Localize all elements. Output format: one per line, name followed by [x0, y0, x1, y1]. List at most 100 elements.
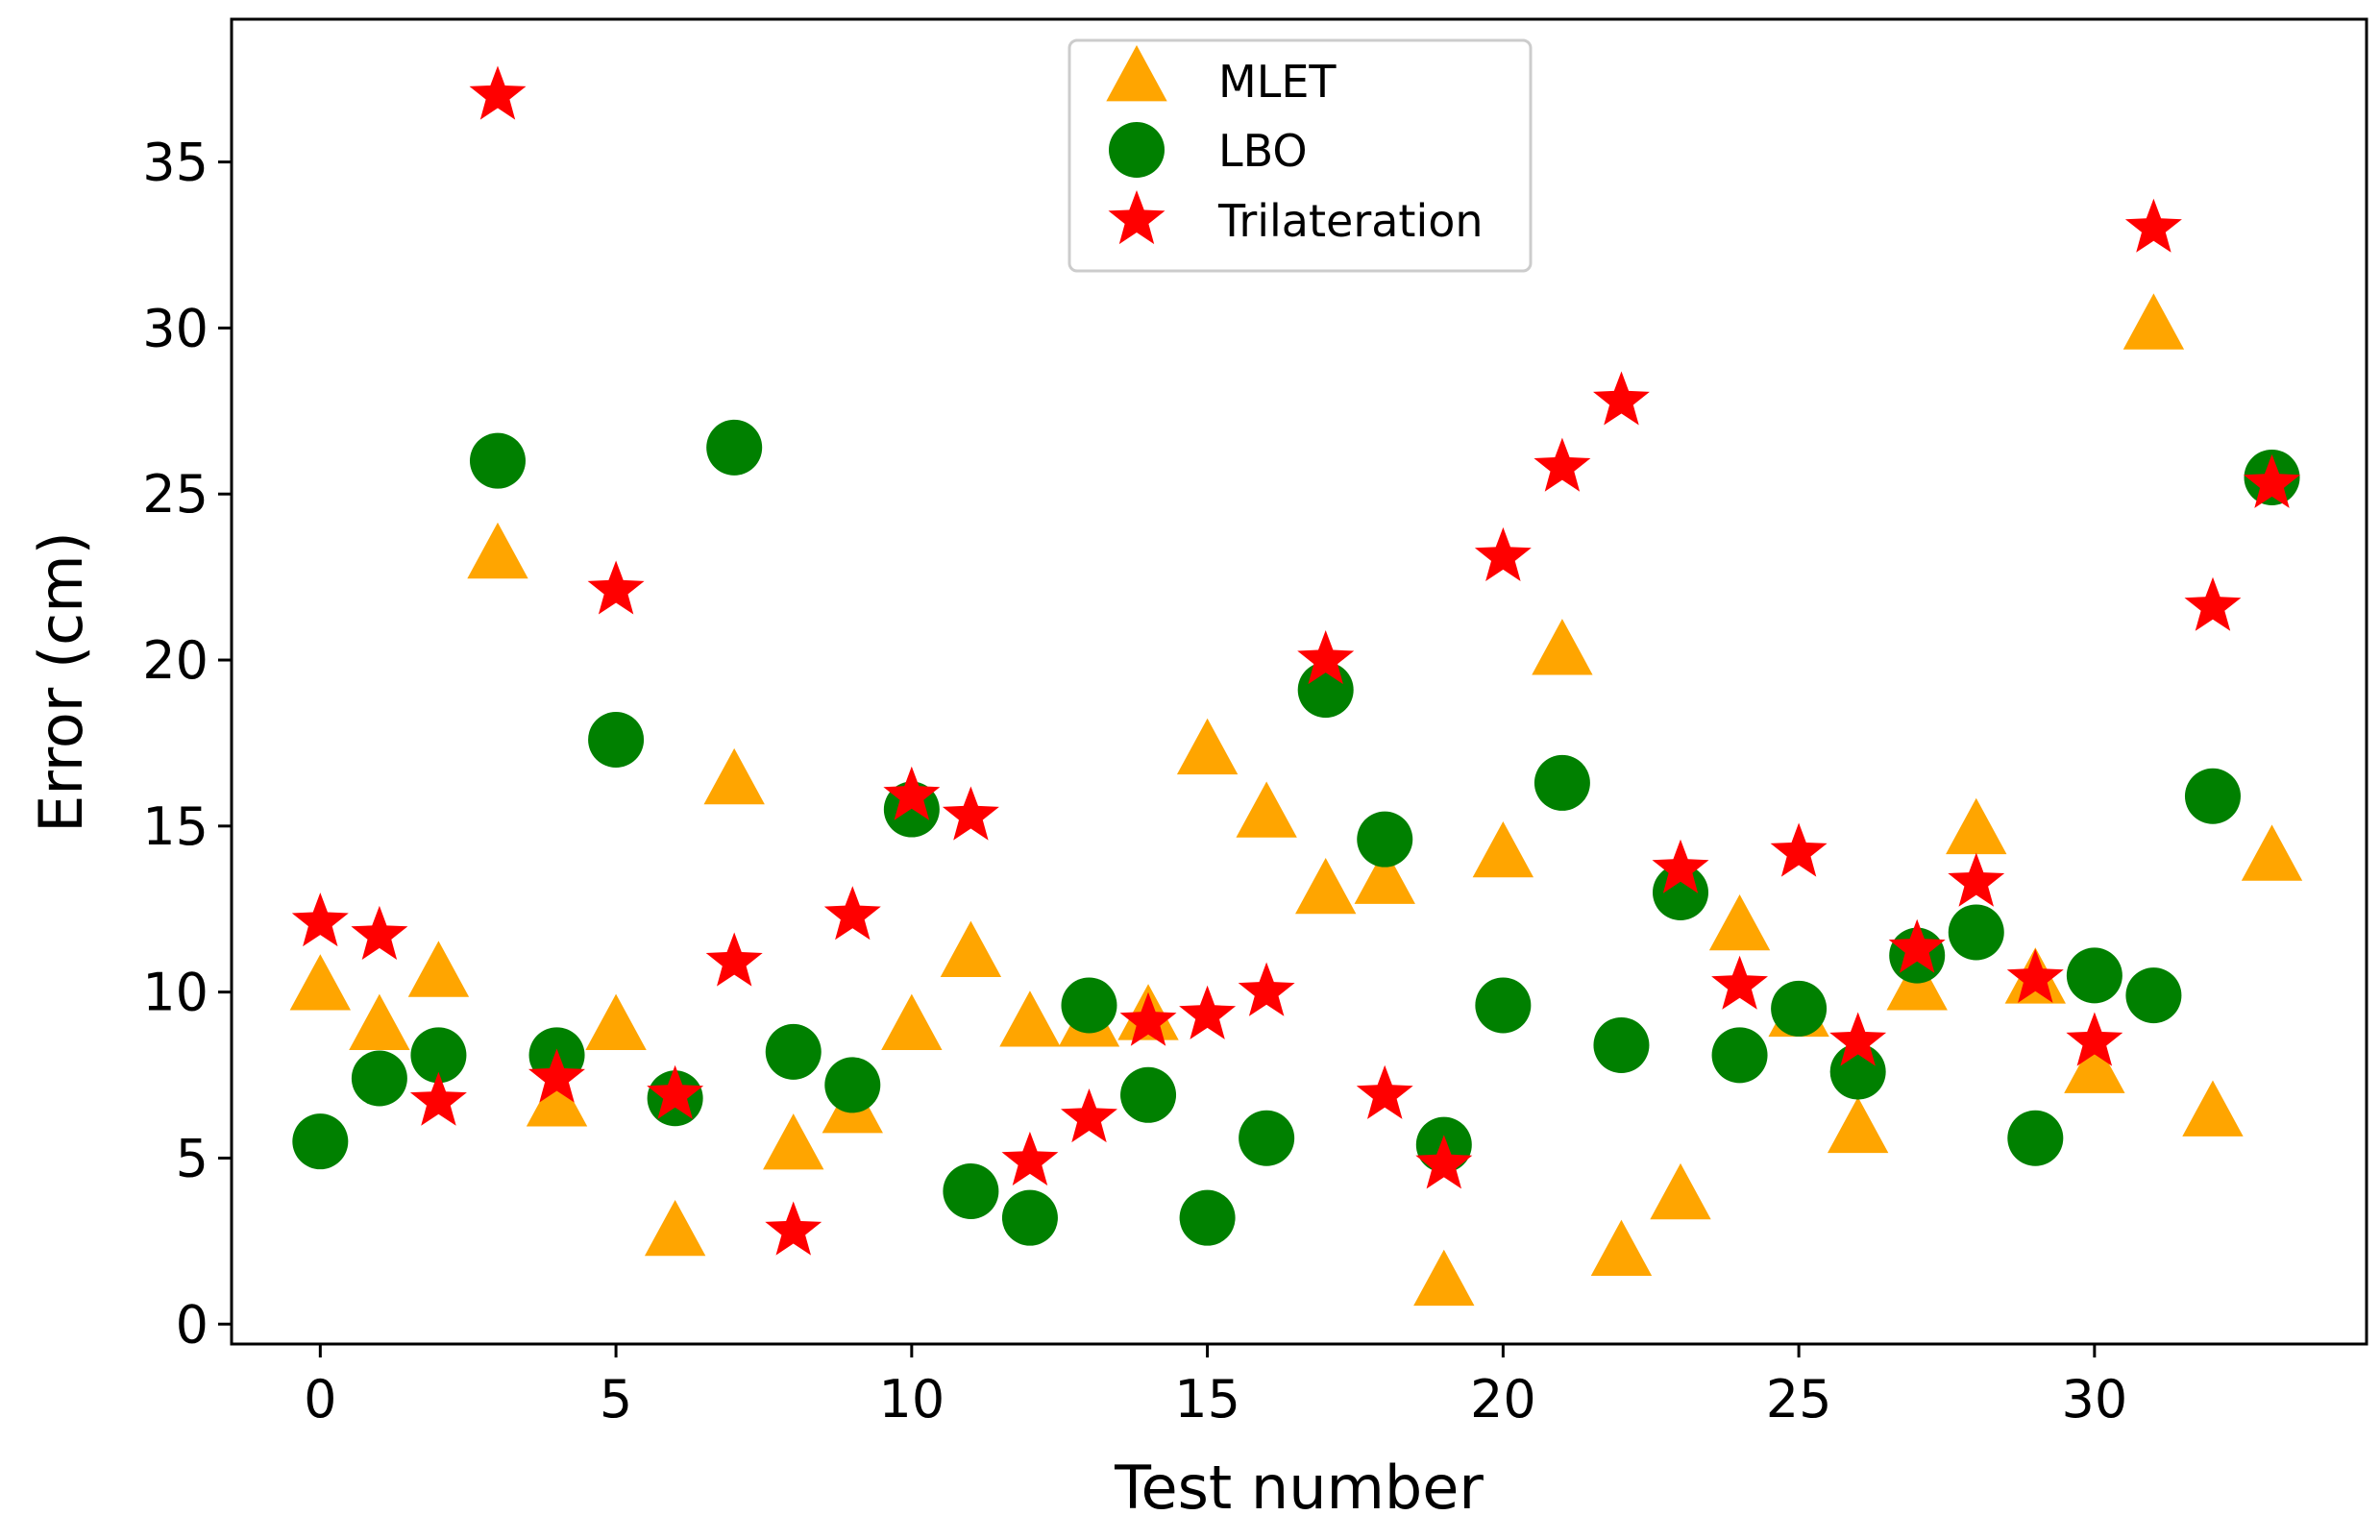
- y-tick-label: 0: [176, 1294, 209, 1355]
- mlet-point: [763, 1113, 824, 1170]
- lbo-point: [351, 1050, 407, 1107]
- trilateration-point: [1770, 822, 1828, 877]
- lbo-point: [1593, 1016, 1650, 1073]
- trilateration-point: [291, 892, 349, 947]
- trilateration-point: [528, 1048, 585, 1103]
- lbo-point: [2184, 768, 2241, 824]
- trilateration-point: [587, 560, 645, 615]
- x-tick-label: 5: [600, 1369, 632, 1430]
- lbo-point: [943, 1163, 999, 1220]
- trilateration-point: [1179, 985, 1237, 1039]
- trilateration-point: [1534, 437, 1591, 492]
- y-tick-label: 25: [142, 464, 209, 525]
- trilateration-point: [647, 1064, 704, 1119]
- mlet-point: [467, 522, 528, 579]
- x-tick-label: 30: [2062, 1369, 2128, 1430]
- lbo-point: [2066, 947, 2122, 1004]
- mlet-point: [644, 1199, 706, 1257]
- mlet-point: [1827, 1096, 1889, 1154]
- legend-marker-trilateration: [1108, 190, 1165, 245]
- lbo-point: [1711, 1027, 1768, 1084]
- mlet-point: [585, 993, 647, 1050]
- lbo-point: [2007, 1110, 2064, 1166]
- mlet-point: [1472, 820, 1534, 878]
- lbo-point: [824, 1057, 881, 1113]
- trilateration-point: [1061, 1088, 1117, 1143]
- trilateration-point: [765, 1201, 822, 1256]
- trilateration-point: [1888, 918, 1946, 973]
- lbo-point: [410, 1027, 467, 1084]
- series-trilateration: [291, 65, 2300, 1256]
- x-tick-label: 15: [1174, 1369, 1240, 1430]
- x-tick-label: 25: [1766, 1369, 1832, 1430]
- trilateration-point: [1356, 1064, 1413, 1119]
- mlet-point: [1413, 1249, 1475, 1307]
- trilateration-point: [1948, 852, 2005, 907]
- trilateration-point: [351, 905, 408, 960]
- lbo-point: [1948, 904, 2004, 961]
- trilateration-point: [2124, 198, 2182, 253]
- trilateration-point: [883, 766, 941, 820]
- lbo-point: [1179, 1189, 1236, 1246]
- legend-label-mlet: MLET: [1218, 56, 1337, 108]
- mlet-point: [940, 920, 1002, 977]
- x-axis: 0 5 10 15 20 25 30: [304, 1344, 2127, 1430]
- mlet-point: [349, 993, 410, 1050]
- lbo-point: [469, 432, 526, 489]
- trilateration-point: [1415, 1135, 1473, 1189]
- trilateration-point: [942, 786, 999, 841]
- mlet-point: [1295, 857, 1357, 915]
- mlet-point: [1650, 1162, 1711, 1220]
- trilateration-point: [2244, 453, 2300, 508]
- lbo-point: [1120, 1066, 1177, 1123]
- y-tick-label: 15: [142, 796, 209, 857]
- trilateration-point: [2006, 948, 2064, 1003]
- trilateration-point: [1297, 630, 1355, 685]
- mlet-point: [407, 941, 470, 997]
- y-axis: 0 5 10 15 20 25 30 35: [142, 133, 232, 1355]
- mlet-point: [1708, 893, 1771, 951]
- mlet-point: [526, 1070, 588, 1127]
- trilateration-point: [1652, 839, 1709, 893]
- mlet-point: [2064, 1037, 2125, 1093]
- trilateration-point: [1119, 991, 1177, 1046]
- lbo-point: [1771, 980, 1828, 1037]
- x-tick-label: 0: [304, 1369, 336, 1430]
- lbo-point: [1357, 811, 1413, 868]
- trilateration-point: [469, 65, 527, 120]
- x-tick-label: 10: [878, 1369, 945, 1430]
- mlet-point: [1236, 781, 1297, 838]
- data-points: [289, 65, 2303, 1307]
- lbo-point: [706, 419, 763, 476]
- lbo-point: [1534, 754, 1590, 811]
- legend-marker-mlet: [1106, 45, 1167, 102]
- lbo-point: [765, 1023, 822, 1080]
- trilateration-point: [1711, 955, 1768, 1010]
- trilateration-point: [2066, 1012, 2123, 1066]
- mlet-point: [2182, 1080, 2244, 1137]
- mlet-point: [2122, 293, 2185, 350]
- trilateration-point: [1829, 1012, 1887, 1066]
- legend: MLET LBO Trilateration: [1067, 38, 1533, 273]
- mlet-point: [881, 993, 943, 1050]
- legend-marker-lbo: [1109, 122, 1165, 178]
- lbo-point: [1061, 977, 1117, 1034]
- y-tick-label: 35: [142, 133, 209, 193]
- lbo-point: [2125, 967, 2182, 1024]
- mlet-point: [1946, 797, 2007, 855]
- lbo-point: [1475, 977, 1532, 1034]
- mlet-point: [1590, 1219, 1653, 1277]
- trilateration-point: [823, 886, 881, 941]
- trilateration-point: [1001, 1131, 1059, 1186]
- y-tick-label: 30: [142, 298, 209, 358]
- mlet-point: [703, 747, 765, 805]
- trilateration-point: [409, 1071, 467, 1126]
- y-tick-label: 20: [142, 630, 209, 691]
- legend-label-trilateration: Trilateration: [1217, 195, 1484, 247]
- trilateration-point: [1474, 526, 1532, 581]
- x-tick-label: 20: [1470, 1369, 1536, 1430]
- x-axis-title: Test number: [1114, 1453, 1484, 1523]
- lbo-point: [588, 711, 645, 768]
- y-tick-label: 10: [142, 963, 209, 1023]
